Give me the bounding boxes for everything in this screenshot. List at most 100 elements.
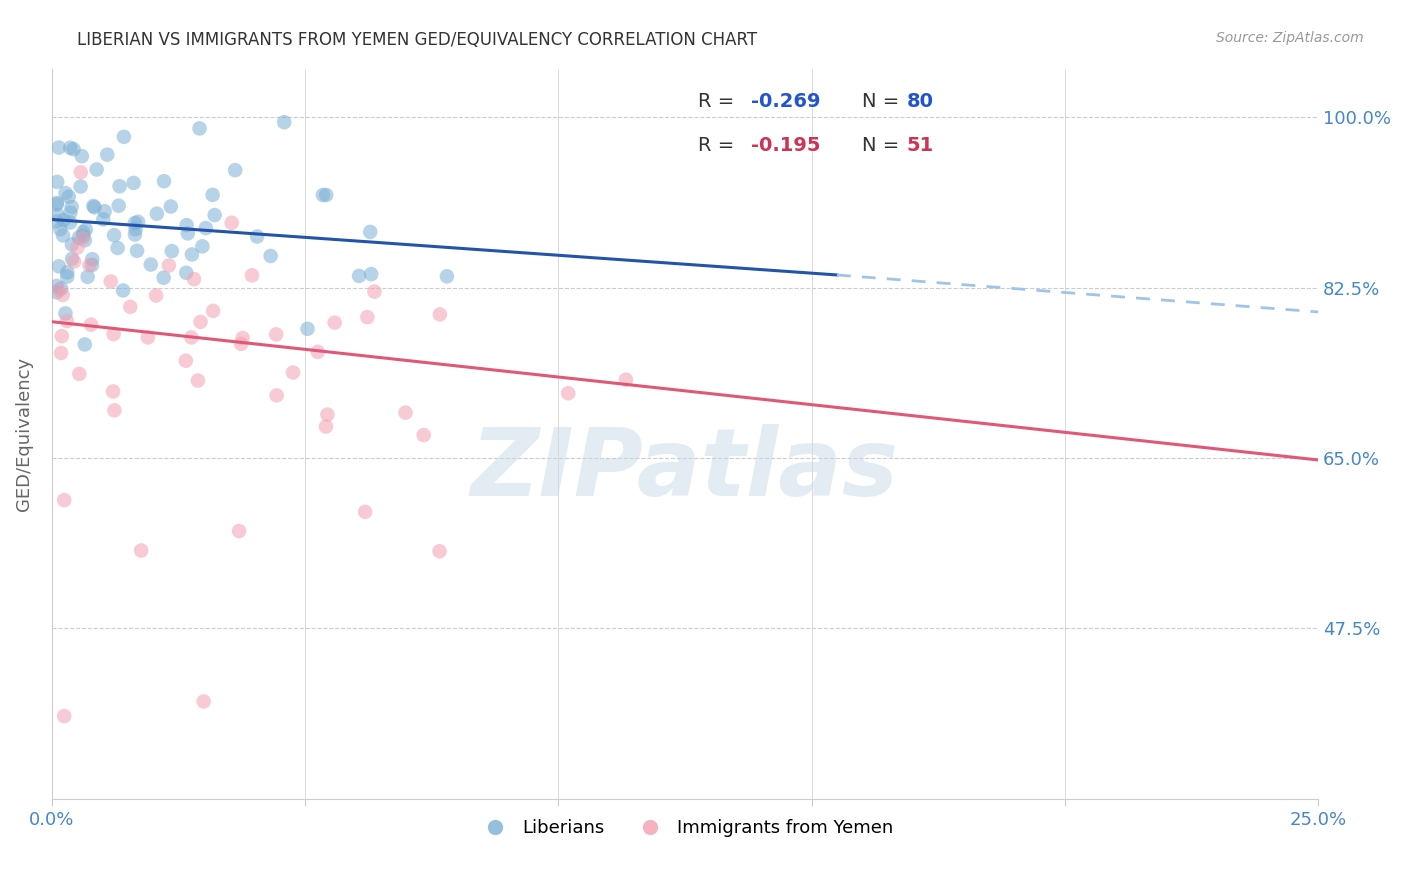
Point [177,227,200,241]
Point [60,252,83,266]
Point [48,140,70,154]
Point [80,258,103,272]
Point [124,227,146,242]
Point [59,215,82,229]
Point [55,306,77,320]
Point [124,222,146,236]
Point [160,244,183,258]
Text: R =: R = [697,136,740,154]
Point [49,222,72,236]
Point [273,115,295,129]
Point [82,199,104,213]
Point [72,228,94,243]
Point [73,233,96,247]
Point [153,174,176,188]
Point [614,373,637,387]
Point [62,142,84,156]
Point [48,260,70,274]
Text: R =: R = [697,92,740,111]
Text: 80: 80 [907,92,934,111]
Point [316,408,339,422]
Point [347,268,370,283]
Point [356,310,378,325]
Point [436,269,458,284]
Point [360,267,382,281]
Point [48,283,70,297]
Point [91,212,114,227]
Text: N =: N = [862,92,905,111]
Point [122,176,145,190]
Point [45,279,67,293]
Point [73,337,96,351]
Point [56,269,79,284]
Point [112,129,135,144]
Point [157,259,180,273]
Text: N =: N = [862,136,905,154]
Point [124,216,146,230]
Point [266,388,288,402]
Point [429,544,451,558]
Text: 51: 51 [907,136,934,154]
Point [101,384,124,399]
Point [103,403,125,417]
Point [240,268,263,283]
Point [45,197,67,211]
Point [394,406,416,420]
Point [129,543,152,558]
Point [146,207,169,221]
Text: -0.195: -0.195 [751,136,820,154]
Point [70,149,93,163]
Point [246,229,269,244]
Point [72,231,94,245]
Point [53,709,76,723]
Point [307,344,329,359]
Point [323,316,346,330]
Point [312,188,335,202]
Point [86,162,108,177]
Point [191,239,214,253]
Point [51,329,73,343]
Point [100,275,122,289]
Point [82,252,104,267]
Point [221,216,243,230]
Point [429,308,451,322]
Point [49,282,72,296]
Point [67,367,90,381]
Point [125,244,148,258]
Point [56,314,79,328]
Point [181,247,204,261]
Point [60,200,83,214]
Point [60,237,83,252]
Point [96,147,118,161]
Point [127,215,149,229]
Point [69,179,91,194]
Point [315,419,337,434]
Point [152,270,174,285]
Point [103,327,125,342]
Point [93,204,115,219]
Point [232,331,254,345]
Point [224,163,246,178]
Y-axis label: GED/Equivalency: GED/Equivalency [15,357,32,511]
Point [103,228,125,243]
Point [76,269,98,284]
Point [59,205,82,219]
Point [75,222,97,236]
Point [159,199,181,213]
Point [45,196,67,211]
Point [45,214,67,228]
Point [56,265,79,279]
Point [66,241,89,255]
Point [52,228,75,243]
Point [557,386,579,401]
Legend: Liberians, Immigrants from Yemen: Liberians, Immigrants from Yemen [470,812,900,845]
Point [139,258,162,272]
Point [183,272,205,286]
Point [412,428,434,442]
Point [354,505,377,519]
Point [204,208,226,222]
Point [188,121,211,136]
Point [187,374,209,388]
Point [107,199,129,213]
Text: -0.269: -0.269 [751,92,820,111]
